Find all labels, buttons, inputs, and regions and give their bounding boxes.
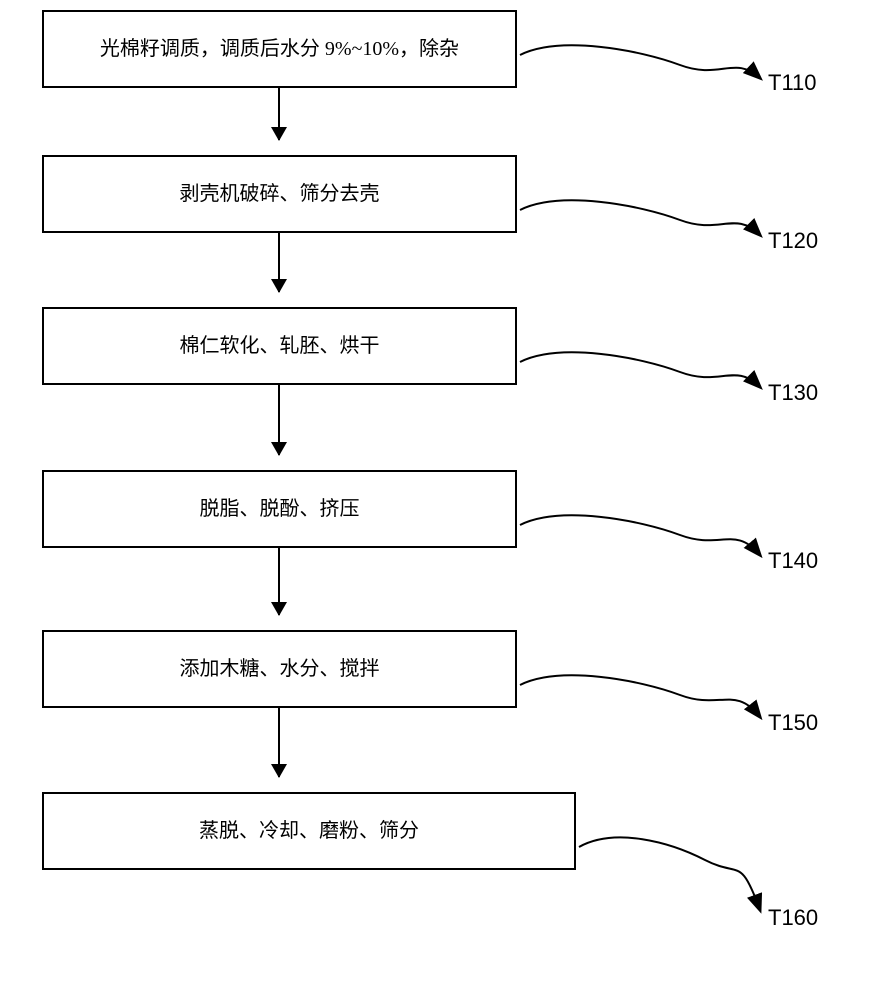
step-text: 光棉籽调质，调质后水分 9%~10%，除杂 bbox=[100, 34, 459, 64]
step-label-t110: T110 bbox=[768, 70, 817, 96]
step-text: 脱脂、脱酚、挤压 bbox=[200, 494, 360, 524]
step-box-t120: 剥壳机破碎、筛分去壳 bbox=[42, 155, 517, 233]
arrow-down-icon bbox=[278, 548, 280, 615]
step-label-t120: T120 bbox=[768, 228, 818, 254]
arrow-down-icon bbox=[278, 708, 280, 777]
arrow-down-icon bbox=[278, 385, 280, 455]
step-label-t140: T140 bbox=[768, 548, 818, 574]
step-box-t160: 蒸脱、冷却、磨粉、筛分 bbox=[42, 792, 576, 870]
step-text: 棉仁软化、轧胚、烘干 bbox=[180, 331, 380, 361]
step-text: 添加木糖、水分、搅拌 bbox=[180, 654, 380, 684]
arrow-down-icon bbox=[278, 233, 280, 292]
step-text: 剥壳机破碎、筛分去壳 bbox=[180, 179, 380, 209]
step-label-t130: T130 bbox=[768, 380, 818, 406]
step-box-t130: 棉仁软化、轧胚、烘干 bbox=[42, 307, 517, 385]
step-label-t160: T160 bbox=[768, 905, 818, 931]
step-text: 蒸脱、冷却、磨粉、筛分 bbox=[199, 816, 419, 846]
step-box-t140: 脱脂、脱酚、挤压 bbox=[42, 470, 517, 548]
arrow-down-icon bbox=[278, 88, 280, 140]
step-box-t150: 添加木糖、水分、搅拌 bbox=[42, 630, 517, 708]
flowchart-container: 光棉籽调质，调质后水分 9%~10%，除杂 剥壳机破碎、筛分去壳 棉仁软化、轧胚… bbox=[0, 0, 874, 1000]
step-box-t110: 光棉籽调质，调质后水分 9%~10%，除杂 bbox=[42, 10, 517, 88]
step-label-t150: T150 bbox=[768, 710, 818, 736]
